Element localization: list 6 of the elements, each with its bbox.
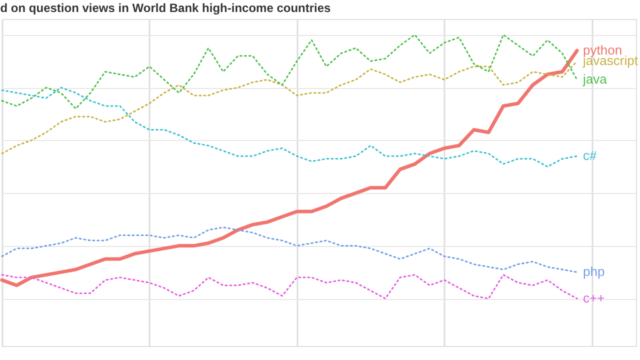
series-label: php [583,264,605,280]
chart-title: d on question views in World Bank high-income countries [0,1,332,15]
series-label: python [583,42,622,58]
series-label: c++ [583,290,605,306]
series-label: c# [583,148,598,164]
series-label: java [582,72,608,87]
